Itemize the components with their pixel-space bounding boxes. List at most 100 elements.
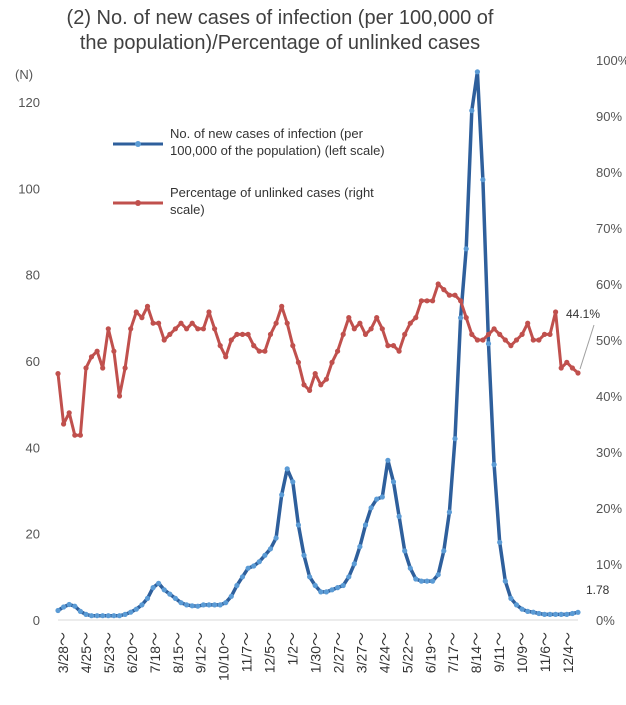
data-point (435, 572, 441, 578)
data-point (61, 604, 67, 610)
data-point (564, 359, 570, 365)
series-line (56, 282, 579, 437)
data-point (251, 563, 257, 569)
x-tick-label: 11/7～ (239, 632, 255, 672)
data-point (161, 337, 167, 343)
data-point (385, 343, 391, 349)
data-point (66, 601, 72, 608)
data-point (273, 535, 279, 541)
x-tick-label: 5/23～ (101, 632, 117, 673)
data-point (105, 326, 111, 332)
data-point (362, 331, 369, 337)
left-tick-label: 20 (26, 527, 40, 542)
data-point (513, 602, 520, 608)
right-tick-label: 80% (596, 165, 622, 180)
data-point (530, 609, 536, 615)
data-point (323, 589, 329, 595)
data-point (301, 382, 307, 388)
x-axis: 3/28～ 4/25～ 5/23～ 6/20～ 7/18～ 8/15～ 9/12～ 10/10… (55, 619, 578, 681)
data-point (452, 436, 458, 442)
data-point (251, 343, 257, 349)
data-point (368, 505, 374, 511)
data-point (167, 331, 173, 337)
data-point (430, 578, 436, 584)
data-point (547, 611, 553, 618)
data-point (279, 303, 285, 309)
data-point (88, 354, 95, 360)
data-point (217, 343, 223, 349)
data-point (497, 331, 503, 337)
data-point (256, 559, 262, 565)
data-point (262, 348, 268, 354)
data-point (536, 337, 542, 343)
data-point (55, 607, 61, 614)
data-point (100, 613, 106, 619)
data-point (77, 432, 83, 438)
data-point (77, 608, 83, 615)
data-point (83, 611, 89, 618)
data-point (346, 574, 352, 580)
data-point (424, 578, 430, 584)
chart-title-line2: the population)/Percentage of unlinked c… (79, 32, 481, 54)
data-point (525, 608, 531, 615)
data-point (290, 479, 296, 485)
annotation-new-cases-last: 1.78 (586, 583, 610, 597)
data-point (485, 331, 492, 337)
right-axis: 0% 10% 20% 30% 40% 50% 60% 70% 80% 90% 100% (596, 53, 626, 628)
data-point (569, 610, 576, 617)
data-point (212, 326, 218, 332)
data-point (558, 365, 564, 371)
data-point (418, 298, 424, 304)
data-point (61, 421, 67, 427)
data-point (206, 602, 212, 608)
data-point (178, 600, 184, 606)
data-point (122, 611, 128, 618)
data-point (273, 320, 279, 326)
data-point (284, 320, 290, 326)
data-point (239, 331, 246, 337)
legend-label: Percentage of unlinked cases (right scale… (170, 185, 374, 217)
data-point (396, 513, 402, 520)
data-point (234, 331, 240, 337)
data-point (474, 69, 480, 75)
x-tick-label: 1/2～ (285, 632, 301, 665)
right-tick-label: 40% (596, 389, 622, 404)
data-point (497, 539, 503, 545)
data-point (133, 309, 139, 315)
data-point (88, 613, 95, 619)
data-point (262, 552, 268, 558)
right-tick-label: 90% (596, 109, 622, 124)
data-point (72, 432, 78, 438)
data-point (156, 320, 162, 326)
data-point (519, 606, 525, 612)
data-point (100, 365, 106, 371)
data-point (463, 246, 469, 252)
data-point (195, 603, 201, 609)
data-point (295, 359, 301, 365)
x-tick-label: 7/18～ (147, 632, 163, 673)
x-tick-label: 4/24～ (376, 632, 392, 673)
right-tick-label: 0% (596, 613, 615, 628)
data-point (245, 331, 251, 337)
x-tick-label: 12/4～ (560, 632, 576, 673)
data-point (564, 611, 570, 618)
data-point (407, 565, 413, 571)
data-point (133, 606, 139, 612)
data-point (553, 611, 559, 618)
data-point (256, 348, 262, 354)
right-tick-label: 10% (596, 557, 622, 572)
data-point (94, 613, 100, 619)
data-point (150, 320, 156, 326)
left-tick-label: 100 (18, 181, 40, 196)
data-point (279, 492, 285, 498)
data-point (284, 466, 290, 472)
data-point (435, 281, 441, 287)
x-tick-label: 8/14～ (468, 632, 484, 673)
data-point (424, 298, 430, 304)
legend-swatch-marker (135, 200, 141, 206)
data-point (228, 337, 234, 343)
data-point (116, 393, 123, 399)
legend: No. of new cases of infection (per 100,00… (113, 126, 385, 217)
data-point (83, 365, 89, 371)
data-point (105, 613, 111, 619)
